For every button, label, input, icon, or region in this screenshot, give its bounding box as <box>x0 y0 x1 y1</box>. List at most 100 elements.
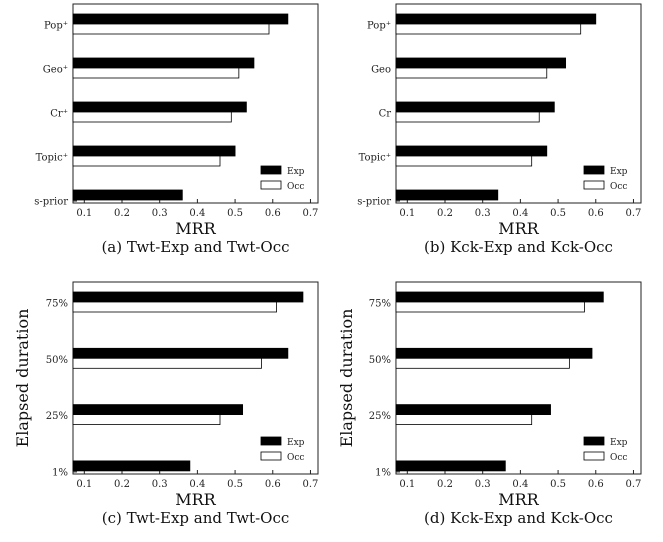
x-axis-title: MRR <box>175 490 216 509</box>
category-label: Geo <box>371 65 391 76</box>
x-axis-title: MRR <box>498 219 539 238</box>
legend-swatch-exp <box>260 436 282 446</box>
x-tick-label: 0.2 <box>437 479 453 490</box>
category-label: s-prior <box>357 197 391 208</box>
category-label: 75% <box>46 299 68 310</box>
bar-occ <box>72 301 277 313</box>
legend-swatch-occ <box>583 451 605 461</box>
category-label: 75% <box>369 299 391 310</box>
legend: Exp Occ <box>260 165 305 192</box>
bar-exp <box>72 57 255 69</box>
bar-occ <box>72 67 240 79</box>
category-label: Cr <box>379 109 392 120</box>
bar-occ <box>395 111 540 123</box>
legend-swatch-exp <box>583 436 605 446</box>
bar-occ <box>72 357 262 369</box>
bar-exp <box>72 404 244 416</box>
legend-label: Occ <box>610 182 627 192</box>
bar-exp <box>395 347 593 359</box>
bar-exp <box>395 57 567 69</box>
category-label: 1% <box>375 467 391 478</box>
x-tick-label: 0.5 <box>227 479 243 490</box>
bar-occ <box>395 357 570 369</box>
category-label: Pop⁺ <box>367 21 391 32</box>
bar-occ <box>395 414 533 426</box>
plot-frame <box>72 281 319 475</box>
bar-occ <box>72 23 270 35</box>
category-label: Geo⁺ <box>43 65 68 76</box>
x-tick-label: 0.7 <box>626 479 642 490</box>
bar-exp <box>395 13 597 25</box>
legend-swatch-occ <box>260 180 282 190</box>
y-axis-title: Elapsed duration <box>13 309 32 448</box>
x-tick-label: 0.7 <box>626 208 642 219</box>
x-tick-label: 0.3 <box>475 479 491 490</box>
x-tick-label: 0.6 <box>588 208 604 219</box>
bar-exp <box>395 404 551 416</box>
subfigure-caption: (a) Twt-Exp and Twt-Occ <box>101 238 289 256</box>
category-label: Pop⁺ <box>44 21 68 32</box>
category-label: 50% <box>369 355 391 366</box>
bar-occ <box>72 414 221 426</box>
legend-label: Exp <box>287 167 305 177</box>
x-tick-label: 0.4 <box>512 208 528 219</box>
x-tick-label: 0.7 <box>303 208 319 219</box>
legend-label: Occ <box>287 182 304 192</box>
legend-swatch-exp <box>583 165 605 175</box>
x-tick-label: 0.3 <box>475 208 491 219</box>
bar-exp <box>72 145 236 157</box>
chart-panel-3: 0.1 0.2 0.3 0.4 0.5 0.6 0.7 MRR(c) Twt-Exp and … <box>13 281 319 527</box>
subfigure-caption: (c) Twt-Exp and Twt-Occ <box>102 509 290 527</box>
legend-label: Exp <box>610 167 628 177</box>
legend: Exp Occ <box>583 165 628 192</box>
bar-exp <box>395 460 506 472</box>
bar-exp <box>72 460 191 472</box>
chart-panel-1: 0.1 0.2 0.3 0.4 0.5 0.6 0.7 MRR(a) Twt-Exp and … <box>34 3 319 256</box>
bar-occ <box>395 155 533 167</box>
legend-label: Exp <box>287 438 305 448</box>
x-tick-label: 0.3 <box>152 208 168 219</box>
legend: Exp Occ <box>260 436 305 463</box>
x-tick-label: 0.2 <box>114 479 130 490</box>
bar-exp <box>72 101 247 113</box>
bar-occ <box>72 155 221 167</box>
x-tick-label: 0.7 <box>303 479 319 490</box>
x-axis-title: MRR <box>175 219 216 238</box>
x-tick-label: 0.2 <box>437 208 453 219</box>
legend-label: Occ <box>287 453 304 463</box>
x-tick-label: 0.1 <box>399 208 415 219</box>
chart-panel-2: 0.1 0.2 0.3 0.4 0.5 0.6 0.7 MRR(b) Kck-Exp and … <box>357 3 642 256</box>
plot-frame <box>395 281 642 475</box>
chart-panel-4: 0.1 0.2 0.3 0.4 0.5 0.6 0.7 MRR(d) Kck-Exp and … <box>337 281 642 527</box>
bar-exp <box>72 189 183 201</box>
bar-occ <box>395 67 548 79</box>
x-tick-label: 0.1 <box>76 479 92 490</box>
bar-exp <box>395 189 499 201</box>
category-label: 25% <box>369 411 391 422</box>
subfigure-caption: (b) Kck-Exp and Kck-Occ <box>424 238 613 256</box>
x-tick-label: 0.4 <box>189 208 205 219</box>
legend-label: Exp <box>610 438 628 448</box>
legend-label: Occ <box>610 453 627 463</box>
x-tick-label: 0.1 <box>399 479 415 490</box>
legend-swatch-occ <box>583 180 605 190</box>
legend-swatch-exp <box>260 165 282 175</box>
category-label: 50% <box>46 355 68 366</box>
bar-exp <box>395 101 555 113</box>
category-label: Topic⁺ <box>36 153 68 164</box>
subfigure-caption: (d) Kck-Exp and Kck-Occ <box>424 509 613 527</box>
x-tick-label: 0.1 <box>76 208 92 219</box>
bar-occ <box>395 23 582 35</box>
category-label: Cr⁺ <box>50 109 68 120</box>
bar-exp <box>395 145 548 157</box>
bar-exp <box>72 347 289 359</box>
x-tick-label: 0.6 <box>265 479 281 490</box>
category-label: 1% <box>52 467 68 478</box>
x-axis-title: MRR <box>498 490 539 509</box>
x-tick-label: 0.3 <box>152 479 168 490</box>
category-label: 25% <box>46 411 68 422</box>
x-tick-label: 0.2 <box>114 208 130 219</box>
legend-swatch-occ <box>260 451 282 461</box>
x-tick-label: 0.4 <box>512 479 528 490</box>
